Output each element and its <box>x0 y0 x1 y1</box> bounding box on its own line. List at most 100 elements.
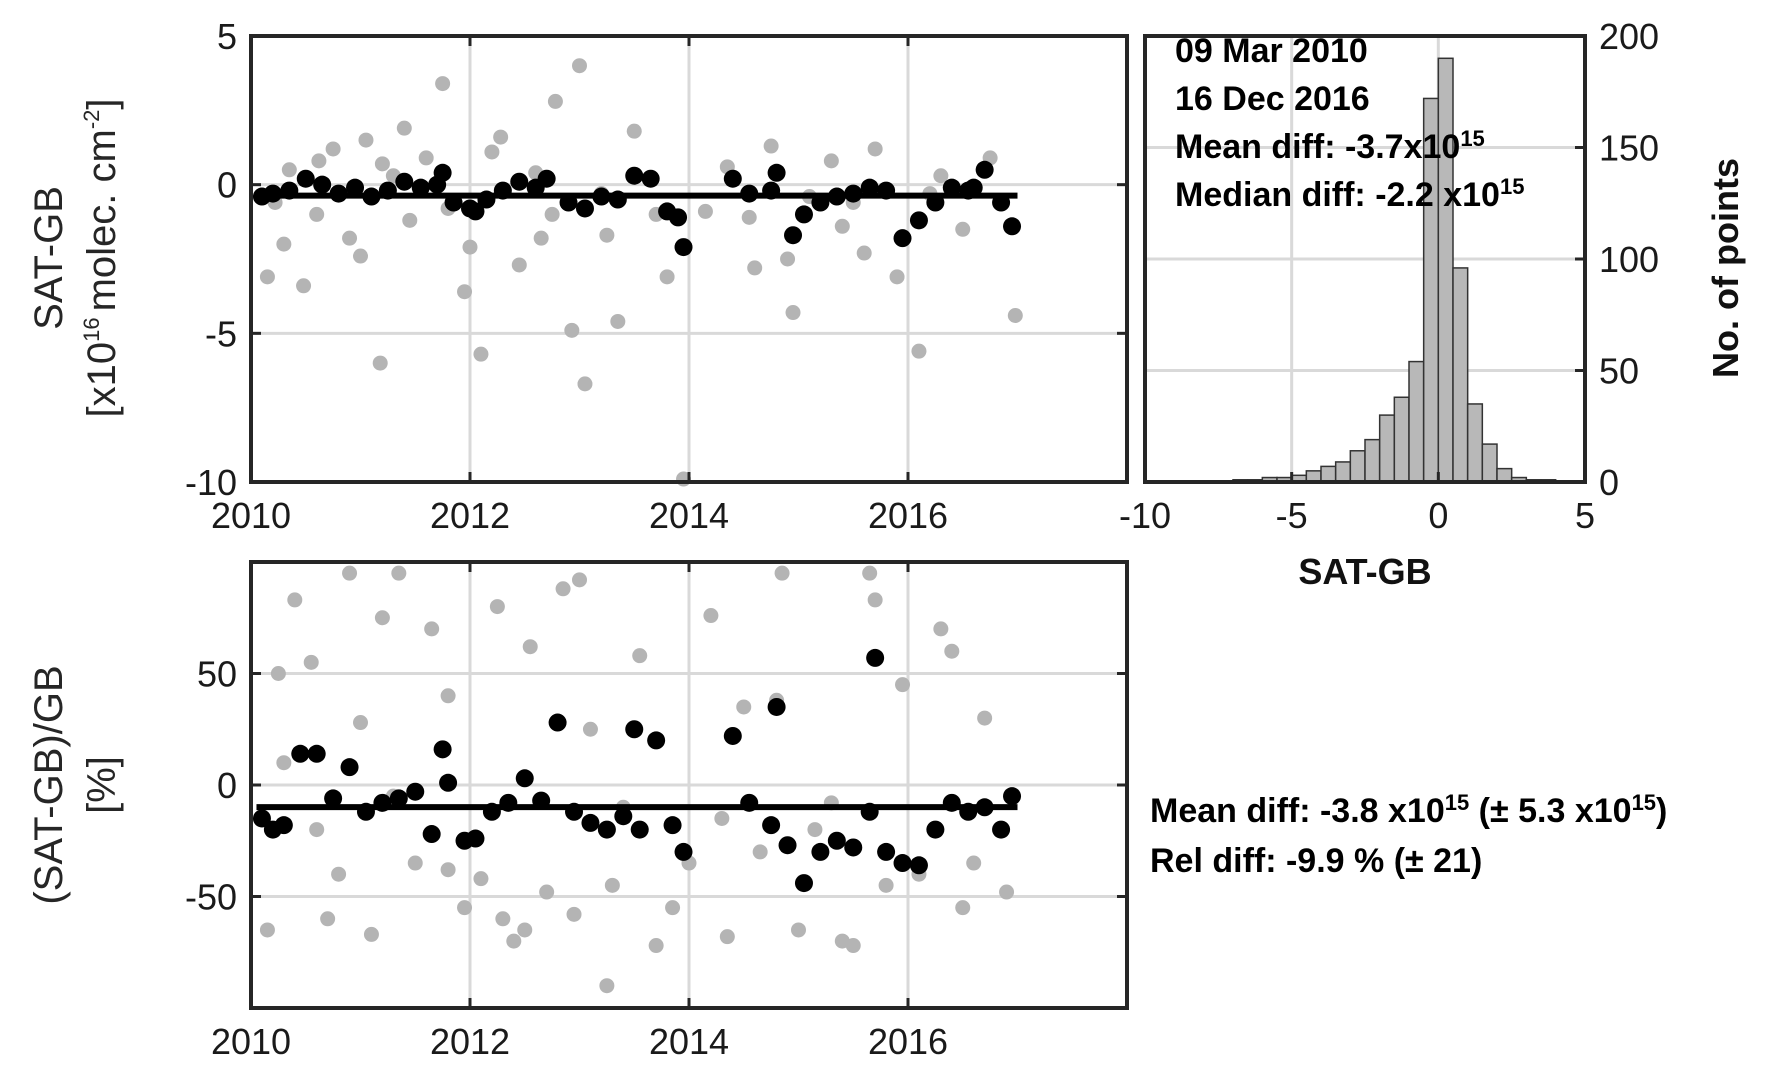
histogram-bar <box>1496 467 1513 483</box>
grey-data-point <box>325 141 341 157</box>
black-data-point <box>674 842 693 861</box>
grey-data-point <box>752 844 768 860</box>
histogram-bar <box>1437 57 1454 483</box>
grey-data-point <box>309 822 325 838</box>
black-data-point <box>346 178 365 197</box>
black-data-point <box>762 816 781 835</box>
x-tick-label: -5 <box>1276 495 1308 536</box>
black-data-point <box>866 648 885 667</box>
black-data-point <box>510 172 529 191</box>
rel-mean-diff: Mean diff: -3.8 x1015 (± 5.3 x1015) <box>1150 790 1667 830</box>
grey-data-point <box>933 621 949 637</box>
grey-data-point <box>281 162 297 178</box>
black-data-point <box>647 731 666 750</box>
grey-data-point <box>495 911 511 927</box>
grey-data-point <box>555 581 571 597</box>
grey-data-point <box>955 221 971 237</box>
grey-data-point <box>632 648 648 664</box>
grey-data-point <box>807 822 823 838</box>
grey-data-point <box>966 855 982 871</box>
x-tick-label: 5 <box>1575 495 1595 536</box>
grey-data-point <box>353 715 368 731</box>
grey-data-point <box>358 132 374 148</box>
grey-data-point <box>763 138 779 154</box>
abs-diff-ticks: 2010 2012 2014 2016 5 0 -5 -10 <box>185 16 1127 536</box>
grey-data-point <box>276 236 292 252</box>
black-data-point <box>466 202 485 221</box>
grey-data-point <box>878 877 894 893</box>
grey-data-point <box>862 565 878 581</box>
grey-data-point <box>402 212 418 228</box>
grey-data-point <box>457 284 473 300</box>
grey-data-point <box>659 269 675 285</box>
y-tick-label: 150 <box>1599 128 1659 169</box>
histogram-bar <box>1466 403 1484 483</box>
x-tick-label: 2010 <box>211 1021 291 1062</box>
grey-data-point <box>895 677 911 693</box>
y-tick-label: 0 <box>1599 462 1619 503</box>
black-data-point <box>433 740 452 759</box>
black-data-point <box>975 160 994 179</box>
grey-data-point <box>703 608 719 624</box>
black-data-point <box>515 769 534 788</box>
grey-data-point <box>834 218 850 234</box>
grey-data-point <box>889 269 905 285</box>
black-data-point <box>433 163 452 182</box>
grey-data-point <box>331 866 347 882</box>
y-tick-label: 5 <box>217 16 237 57</box>
black-data-point <box>597 820 616 839</box>
y-tick-label: -50 <box>185 877 237 918</box>
rel-diff-ticks: 2010 2012 2014 2016 50 0 -50 <box>185 562 1127 1062</box>
grey-data-point <box>999 884 1015 900</box>
grey-data-point <box>489 599 505 615</box>
black-data-point <box>252 809 271 828</box>
black-data-point <box>767 697 786 716</box>
black-data-point <box>395 172 414 191</box>
histogram-xlabel: SAT-GB <box>1298 551 1431 592</box>
rel-diff-ylabel: (SAT-GB)/GB <box>27 665 71 904</box>
grey-data-point <box>599 978 615 994</box>
black-data-point <box>909 856 928 875</box>
grey-data-point <box>564 322 580 338</box>
grey-data-point <box>363 926 379 942</box>
histogram-bar <box>1378 414 1396 483</box>
grey-data-point <box>303 654 319 670</box>
grey-data-point <box>1007 307 1023 323</box>
y-tick-label: -10 <box>185 462 237 503</box>
grey-data-point <box>517 922 533 938</box>
histogram-bar <box>1452 267 1469 483</box>
y-tick-label: 0 <box>217 765 237 806</box>
grey-data-point <box>714 810 730 826</box>
black-data-point <box>307 744 326 763</box>
grey-data-point <box>276 755 292 771</box>
grey-data-point <box>834 933 850 949</box>
grey-data-point <box>604 877 620 893</box>
black-data-point <box>827 831 846 850</box>
black-data-point <box>411 178 430 197</box>
black-data-point <box>575 199 594 218</box>
hist-mean-diff: Mean diff: -3.7x1015 <box>1175 126 1485 166</box>
x-tick-label: 2012 <box>430 1021 510 1062</box>
grey-data-point <box>435 76 451 92</box>
histogram-ylabel: No. of points <box>1705 158 1746 378</box>
x-tick-label: 2012 <box>430 495 510 536</box>
grey-data-point <box>577 376 593 392</box>
abs-diff-black-points <box>252 160 1022 257</box>
grey-data-point <box>648 938 664 954</box>
black-data-point <box>778 836 797 855</box>
grey-data-point <box>867 141 883 157</box>
black-data-point <box>625 166 644 185</box>
black-data-point <box>844 838 863 857</box>
grey-data-point <box>785 305 801 321</box>
black-data-point <box>669 208 688 227</box>
grey-data-point <box>955 900 971 916</box>
black-data-point <box>274 816 293 835</box>
histogram-bar <box>1481 443 1498 483</box>
black-data-point <box>992 820 1011 839</box>
hist-end-date: 16 Dec 2016 <box>1175 80 1370 118</box>
grey-data-point <box>440 688 456 704</box>
grey-data-point <box>566 906 582 922</box>
black-data-point <box>313 175 332 194</box>
grey-data-point <box>867 592 883 608</box>
